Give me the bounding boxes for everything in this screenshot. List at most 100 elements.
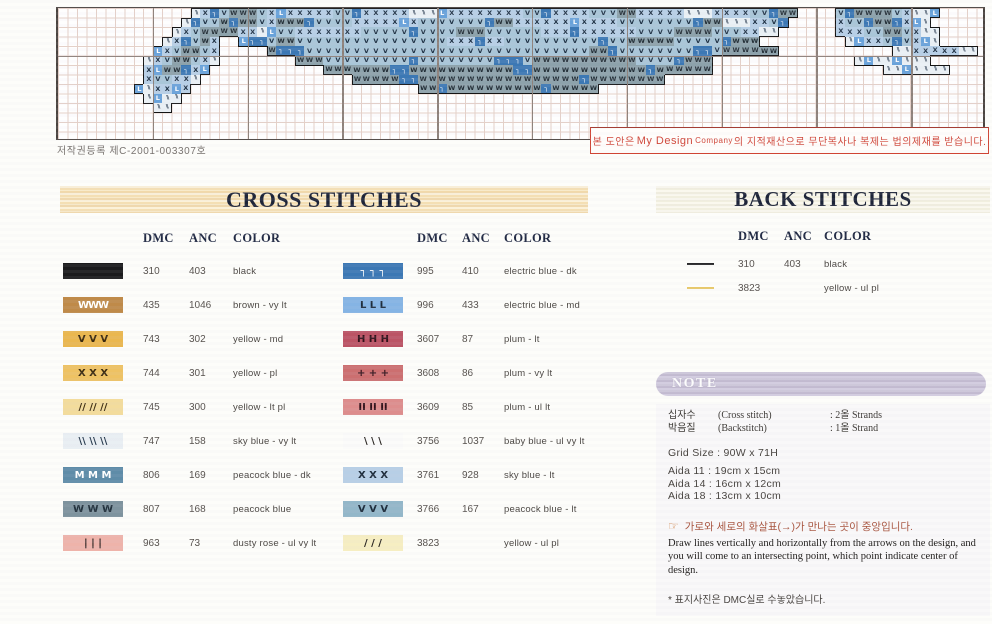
stitch-cell: W [683,65,694,76]
stitch-cell: \\ [759,27,770,38]
stitch-cell: \\ [683,8,694,19]
stitch-cell: V [200,17,211,28]
stitch-cell: V [522,27,533,38]
stitch-cell: X [550,27,562,38]
stitch-cell: W [560,65,571,76]
stitch-cell: V [835,8,846,19]
stitch-cell: V [607,36,618,47]
stitch-cell: V [750,8,761,19]
stitch-cell: X [560,8,571,19]
stitch-cell: W [494,74,505,85]
stitch-cell: X [465,8,476,19]
color-name: electric blue - md [504,299,580,311]
stitch-cell: W [531,65,543,76]
anc-number: 85 [462,401,474,413]
color-name: dusty rose - ul vy lt [233,537,317,549]
stitch-cell: W [513,84,524,95]
stitch-cell: V [683,36,694,47]
stitch-cell: X [607,27,618,38]
anc-number: 403 [784,258,801,270]
stitch-cell: \\ [190,8,201,19]
stitch-cell: \\ [162,93,173,104]
stitch-cell: V [636,27,647,38]
stitch-cell: X [579,8,590,19]
pattern-chart: \\ X ┐ V W W W V X L X X X X X V V ┐ X X X X X \\ \\ \\ L X X X X X X X X V… [56,7,989,154]
stitch-cell: X [370,17,381,28]
stitch-cell: X [560,17,571,28]
stitch-cell: V [626,46,637,57]
stitch-cell: W [190,46,201,57]
symbol-swatch: W W W [63,501,123,517]
stitch-cell: X [285,8,296,19]
stitch-cell: V [683,17,694,28]
stitch-cell: ┐ [674,55,685,66]
stitch-cell: V [664,46,675,57]
stitch-cell: ┐ [598,36,609,47]
pattern-stitch-cells: \\ X ┐ V W W W V X L X X X X X V V ┐ X X X X X \\ \\ \\ L X X X X X X X X V… [58,8,983,139]
stitch-cell: V [399,55,410,66]
stitch-cell: V [522,8,533,19]
stitch-cell: \\ [939,65,950,76]
stitch-cell: L [171,84,182,95]
stitch-cell: X [152,55,163,66]
stitch-cell: L [238,36,249,47]
stitch-cell: \\ [920,27,931,38]
stitch-cell: \\ [209,55,220,66]
stitch-cell: X [844,27,855,38]
stitch-cell: V [380,46,391,57]
stitch-cell: V [342,8,353,19]
stitch-cell: W [475,74,486,85]
stitch-cell: ┐ [513,65,524,76]
stitch-cell: V [418,55,429,66]
stitch-cell: L [437,8,448,19]
stitch-cell: W [418,84,429,95]
stitch-cell: ┐ [768,8,780,19]
stitch-cell: V [503,27,514,38]
symbol-swatch: \\ \\ \\ [63,433,123,449]
symbol-swatch: \ \ \ [343,433,403,449]
stitch-cell: ┐ [181,36,192,47]
stitch-cell: V [342,17,353,28]
anc-number: 403 [189,265,206,277]
strand-info: 십자수 (Cross stitch) : 2올 Strands 박음질 (Bac… [668,410,990,435]
stitch-cell: V [636,46,647,57]
stitch-cell: V [437,46,448,57]
stitch-cell: V [332,55,343,66]
stitch-cell: W [219,17,230,28]
stitch-cell: V [257,8,268,19]
stitch-cell: V [560,36,571,47]
color-name: yellow - lt pl [233,401,286,413]
stitch-symbol-swatch: V V V [343,501,417,517]
stitch-cell: W [465,65,476,76]
stitch-cell: V [892,8,903,19]
anc-number: 302 [189,333,206,345]
grid-heavy-line [247,8,249,139]
stitch-cell: ┐ [209,8,220,19]
stitch-cell: X [588,27,599,38]
stitch-cell: W [588,74,599,85]
stitch-cell: V [531,8,543,19]
legend-header-color: COLOR [233,231,281,245]
stitch-cell: W [731,36,742,47]
stitch-cell: V [399,36,410,47]
stitch-cell: W [560,84,571,95]
symbol-swatch: | | | [63,535,123,551]
stitch-cell: W [247,8,258,19]
stitch-cell: W [209,27,220,38]
stitch-cell: V [645,46,656,57]
color-name: peacock blue - dk [233,469,311,481]
warning-brand-small: Company [695,136,733,145]
stitch-cell: ┐ [778,17,789,28]
stitch-cell: W [323,65,334,76]
stitch-cell: W [579,55,590,66]
stitch-cell: W [541,55,552,66]
stitch-cell: V [361,36,372,47]
stitch-cell: V [569,36,580,47]
back-stitches-banner: BACK STITCHES [656,186,990,213]
stitch-cell: W [427,74,438,85]
grid-heavy-line [816,8,818,139]
stitch-symbol-swatch: M M M [63,467,143,483]
stitch-cell: V [399,46,410,57]
stitch-cell: ┐ [702,46,713,57]
stitch-cell: V [579,36,590,47]
